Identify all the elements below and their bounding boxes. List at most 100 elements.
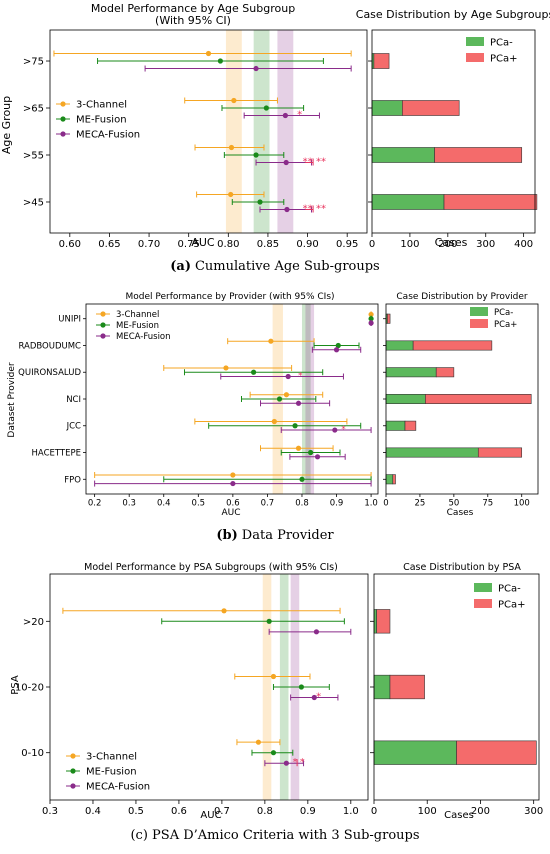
significance-marker: * (316, 692, 321, 703)
auc-point (271, 418, 277, 425)
x-tick-label: 0.8 (257, 806, 273, 817)
significance-marker: * (341, 425, 345, 435)
forest-axes-frame (49, 29, 368, 234)
bar-pca-pos (425, 394, 532, 404)
legend-label: PCa+ (498, 600, 526, 611)
x-tick-label: 0.95 (336, 239, 358, 250)
x-tick-label: 0.75 (178, 239, 200, 250)
panel-b-caption-text: Data Provider (242, 528, 335, 543)
bar-pca-neg (373, 740, 457, 765)
panel-a-caption-label: (a) (170, 259, 191, 274)
forest-legend-2: 3-Channel ME-Fusion MECA-Fusion (66, 752, 150, 793)
legend-swatch (474, 599, 492, 608)
panel-a-forest-title-line2: (With 95% CI) (155, 14, 231, 27)
bar-pca-pos (477, 447, 523, 458)
legend-swatch-point (100, 322, 106, 328)
bar-pca-pos (434, 147, 523, 163)
panel-a-caption-text: Cumulative Age Sub-groups (195, 259, 380, 274)
significance-marker: ** (316, 204, 326, 215)
y-tick-label: HACETTEPE (32, 448, 81, 458)
auc-point (283, 760, 289, 766)
x-tick-label: 1.0 (364, 499, 378, 509)
legend-label: 3-Channel (76, 100, 127, 111)
x-tick-label: 200 (438, 239, 457, 250)
auc-point (223, 365, 229, 371)
auc-point (292, 423, 298, 429)
bar-pca-pos (387, 313, 391, 324)
y-tick-label: FPO (64, 475, 81, 485)
auc-point (253, 65, 259, 72)
forest-plot-1: * * 0.2 0.3 0.4 0.5 0.6 0.7 0.8 0.9 1.0 UNIPI RADBOU… (18, 303, 379, 509)
cases-legend-2: PCa- PCa+ (474, 583, 526, 611)
legend-swatch-point (70, 753, 76, 759)
auc-point (270, 750, 277, 756)
legend-label: PCa- (498, 584, 521, 595)
auc-point (298, 684, 304, 690)
y-tick-label: RADBOUDUMC (18, 341, 81, 351)
bar-pca-neg (371, 100, 403, 116)
mean-band-1 (253, 30, 270, 233)
panel-b-forest-ylabel: Dataset Provider (7, 362, 17, 437)
y-tick-label: 10-20 (15, 683, 44, 694)
panel-c-cases-xlabel: Cases (444, 810, 474, 821)
bar-pca-neg (385, 474, 394, 485)
x-tick-label: 0 (371, 806, 377, 817)
bar-pca-neg (373, 674, 391, 700)
panel-b-cases-xlabel: Cases (447, 508, 474, 518)
cases-chart-0: 0 100 200 300 400 PCa- PCa+ (368, 29, 538, 250)
x-tick-label: 0 (369, 239, 375, 250)
x-tick-label: 0.5 (192, 499, 206, 509)
auc-point (299, 476, 305, 482)
auc-point (368, 311, 374, 318)
auc-point (313, 629, 320, 635)
y-tick-label: JCC (66, 422, 81, 432)
panel-a-caption: (a) Cumulative Age Sub-groups (170, 259, 379, 274)
legend-swatch-point (70, 768, 76, 774)
bar-pca-pos (404, 420, 417, 431)
auc-point (250, 369, 257, 375)
auc-point (295, 400, 302, 406)
auc-point (332, 427, 338, 433)
panel-b-caption-label: (b) (216, 528, 237, 543)
x-tick-label: 300 (524, 806, 543, 817)
auc-point (255, 739, 262, 745)
legend-swatch-point (100, 311, 106, 317)
auc-point (284, 206, 290, 213)
panel-b-cases-title: Case Distribution by Provider (396, 292, 528, 302)
forest-legend-0: 3-Channel ME-Fusion MECA-Fusion (56, 100, 140, 141)
x-tick-label: 25 (415, 499, 426, 509)
panel-c-caption: (c) PSA D’Amico Criteria with 3 Sub-grou… (130, 828, 419, 843)
auc-point (263, 105, 269, 111)
svg-text:(b)Data Provider: (b) Data Provider (216, 528, 334, 543)
x-tick-label: 100 (400, 239, 419, 250)
x-tick-label: 75 (482, 499, 493, 509)
significance-marker: * (298, 372, 302, 382)
legend-label: PCa- (490, 38, 513, 49)
auc-point (276, 396, 283, 402)
significance-marker: * (300, 757, 305, 768)
bar-pca-pos (376, 609, 391, 634)
auc-point (221, 608, 227, 614)
panel-a-cases-xlabel: Cases (435, 236, 468, 249)
x-tick-label: 300 (476, 239, 495, 250)
auc-point (217, 58, 223, 64)
x-tick-label: 200 (471, 806, 490, 817)
bar-pca-neg (385, 447, 479, 458)
panel-b-caption: (b) Data Provider (216, 528, 334, 543)
auc-point (266, 618, 272, 624)
bar-pca-pos (456, 740, 537, 765)
forest-plot-0: *** **** **0.60 0.65 0.70 0.75 0.80 0.85 0.90 0.9… (23, 29, 368, 250)
auc-point (314, 454, 321, 460)
auc-point (205, 50, 212, 57)
x-tick-label: 0.6 (171, 806, 187, 817)
bar-pca-pos (392, 474, 396, 485)
legend-label: ME-Fusion (86, 767, 137, 778)
x-tick-label: 0.60 (59, 239, 81, 250)
bar-pca-neg (385, 420, 406, 431)
mean-band-0 (225, 30, 242, 233)
y-tick-label: QUIRONSALUD (18, 368, 81, 378)
x-tick-label: 1.0 (343, 806, 359, 817)
panel-a-forest-ylabel: Age Group (0, 96, 13, 154)
auc-point (230, 480, 236, 487)
